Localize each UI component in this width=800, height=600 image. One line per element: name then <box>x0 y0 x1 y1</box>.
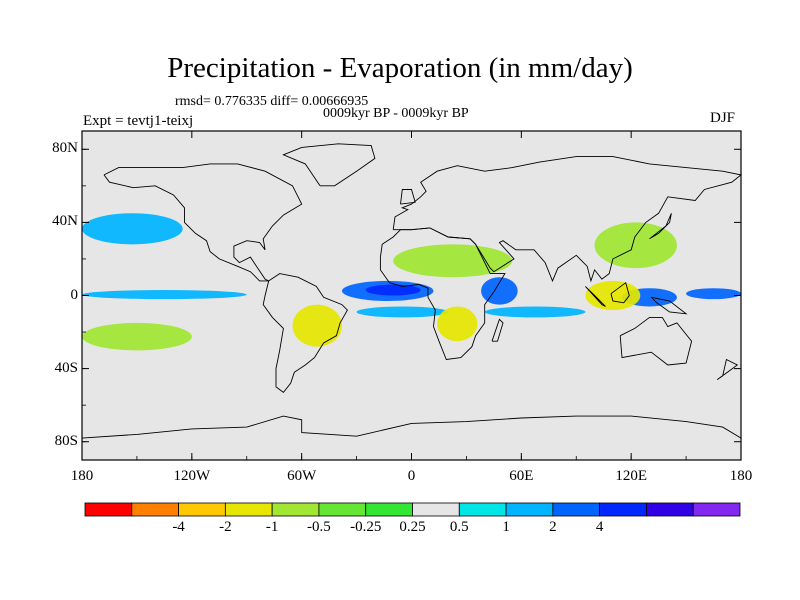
coastline <box>491 318 504 342</box>
anomaly-region <box>437 306 478 342</box>
colorbar-swatch <box>224 502 273 517</box>
coastline <box>103 163 303 282</box>
anomaly-region <box>484 306 586 318</box>
coastline <box>619 316 693 366</box>
colorbar-swatch <box>412 502 460 517</box>
coastline <box>716 358 739 380</box>
anomaly-regions <box>81 213 742 402</box>
colorbar-label: 0.25 <box>399 519 426 535</box>
coastline <box>282 143 376 187</box>
colorbar-label: 0.5 <box>449 519 469 535</box>
anomaly-region <box>356 306 449 318</box>
anomaly-region <box>365 284 421 296</box>
colorbar-label: -0.5 <box>307 519 331 535</box>
coastline <box>379 227 506 360</box>
colorbar-swatch <box>131 502 179 517</box>
colorbar-swatch <box>646 502 694 517</box>
colorbar-label: 4 <box>595 519 604 535</box>
lon-tick-label: 60E <box>509 468 534 484</box>
colorbar-label: -4 <box>172 519 185 535</box>
anomaly-region <box>594 222 677 269</box>
colorbar-swatch <box>599 502 647 517</box>
anomaly-region <box>82 290 247 300</box>
lon-tick-label: 60W <box>287 468 317 484</box>
anomaly-region <box>686 288 742 300</box>
colorbar <box>84 502 741 517</box>
colorbar-label: -1 <box>265 519 279 535</box>
colorbar-swatch <box>458 502 507 517</box>
coastline <box>262 273 348 394</box>
coastline <box>392 156 743 283</box>
coastlines <box>81 143 743 439</box>
anomaly-region <box>585 280 641 311</box>
colorbar-label: 1 <box>502 519 510 535</box>
colorbar-label: 2 <box>549 519 557 535</box>
map-title: Precipitation - Evaporation (in mm/day) <box>167 52 633 84</box>
anomaly-region <box>481 277 518 305</box>
lon-tick-label: 180 <box>729 468 753 484</box>
axis-ticks <box>81 131 742 460</box>
colorbar-swatch <box>692 502 741 517</box>
rmsd-diff-label: rmsd= 0.776335 diff= 0.00666935 <box>175 94 369 109</box>
anomaly-region <box>292 304 342 347</box>
coastline <box>649 213 672 240</box>
anomaly-region <box>81 213 183 245</box>
period-label: 0009kyr BP - 0009kyr BP <box>323 106 469 121</box>
coastline <box>400 189 416 205</box>
lon-tick-label: 180 <box>70 468 94 484</box>
lon-tick-label: 120E <box>615 468 647 484</box>
anomaly-region <box>82 383 741 402</box>
anomaly-region <box>82 322 192 351</box>
season-label: DJF <box>710 110 736 126</box>
colorbar-swatch <box>318 502 367 517</box>
lat-tick-label: 0 <box>70 286 79 303</box>
coastline <box>650 296 688 315</box>
coastline <box>610 281 630 304</box>
experiment-label: Expt = tevtj1-teixj <box>83 113 194 129</box>
colorbar-label: -2 <box>219 519 232 535</box>
colorbar-swatch <box>178 502 226 517</box>
colorbar-swatch <box>84 502 133 517</box>
colorbar-label: -0.25 <box>350 519 382 535</box>
colorbar-swatch <box>552 502 601 517</box>
lat-tick-label: 80S <box>54 432 78 449</box>
lon-tick-label: 120W <box>173 468 211 484</box>
colorbar-swatch <box>365 502 413 517</box>
lat-tick-label: 40N <box>52 213 78 230</box>
colorbar-swatch <box>271 502 320 517</box>
anomaly-region <box>393 244 513 278</box>
lat-tick-label: 80N <box>52 140 78 157</box>
colorbar-swatch <box>505 502 554 517</box>
coastline <box>81 415 742 439</box>
lat-tick-label: 40S <box>54 359 78 376</box>
lon-tick-label: 0 <box>407 468 416 484</box>
coastline <box>585 286 606 307</box>
